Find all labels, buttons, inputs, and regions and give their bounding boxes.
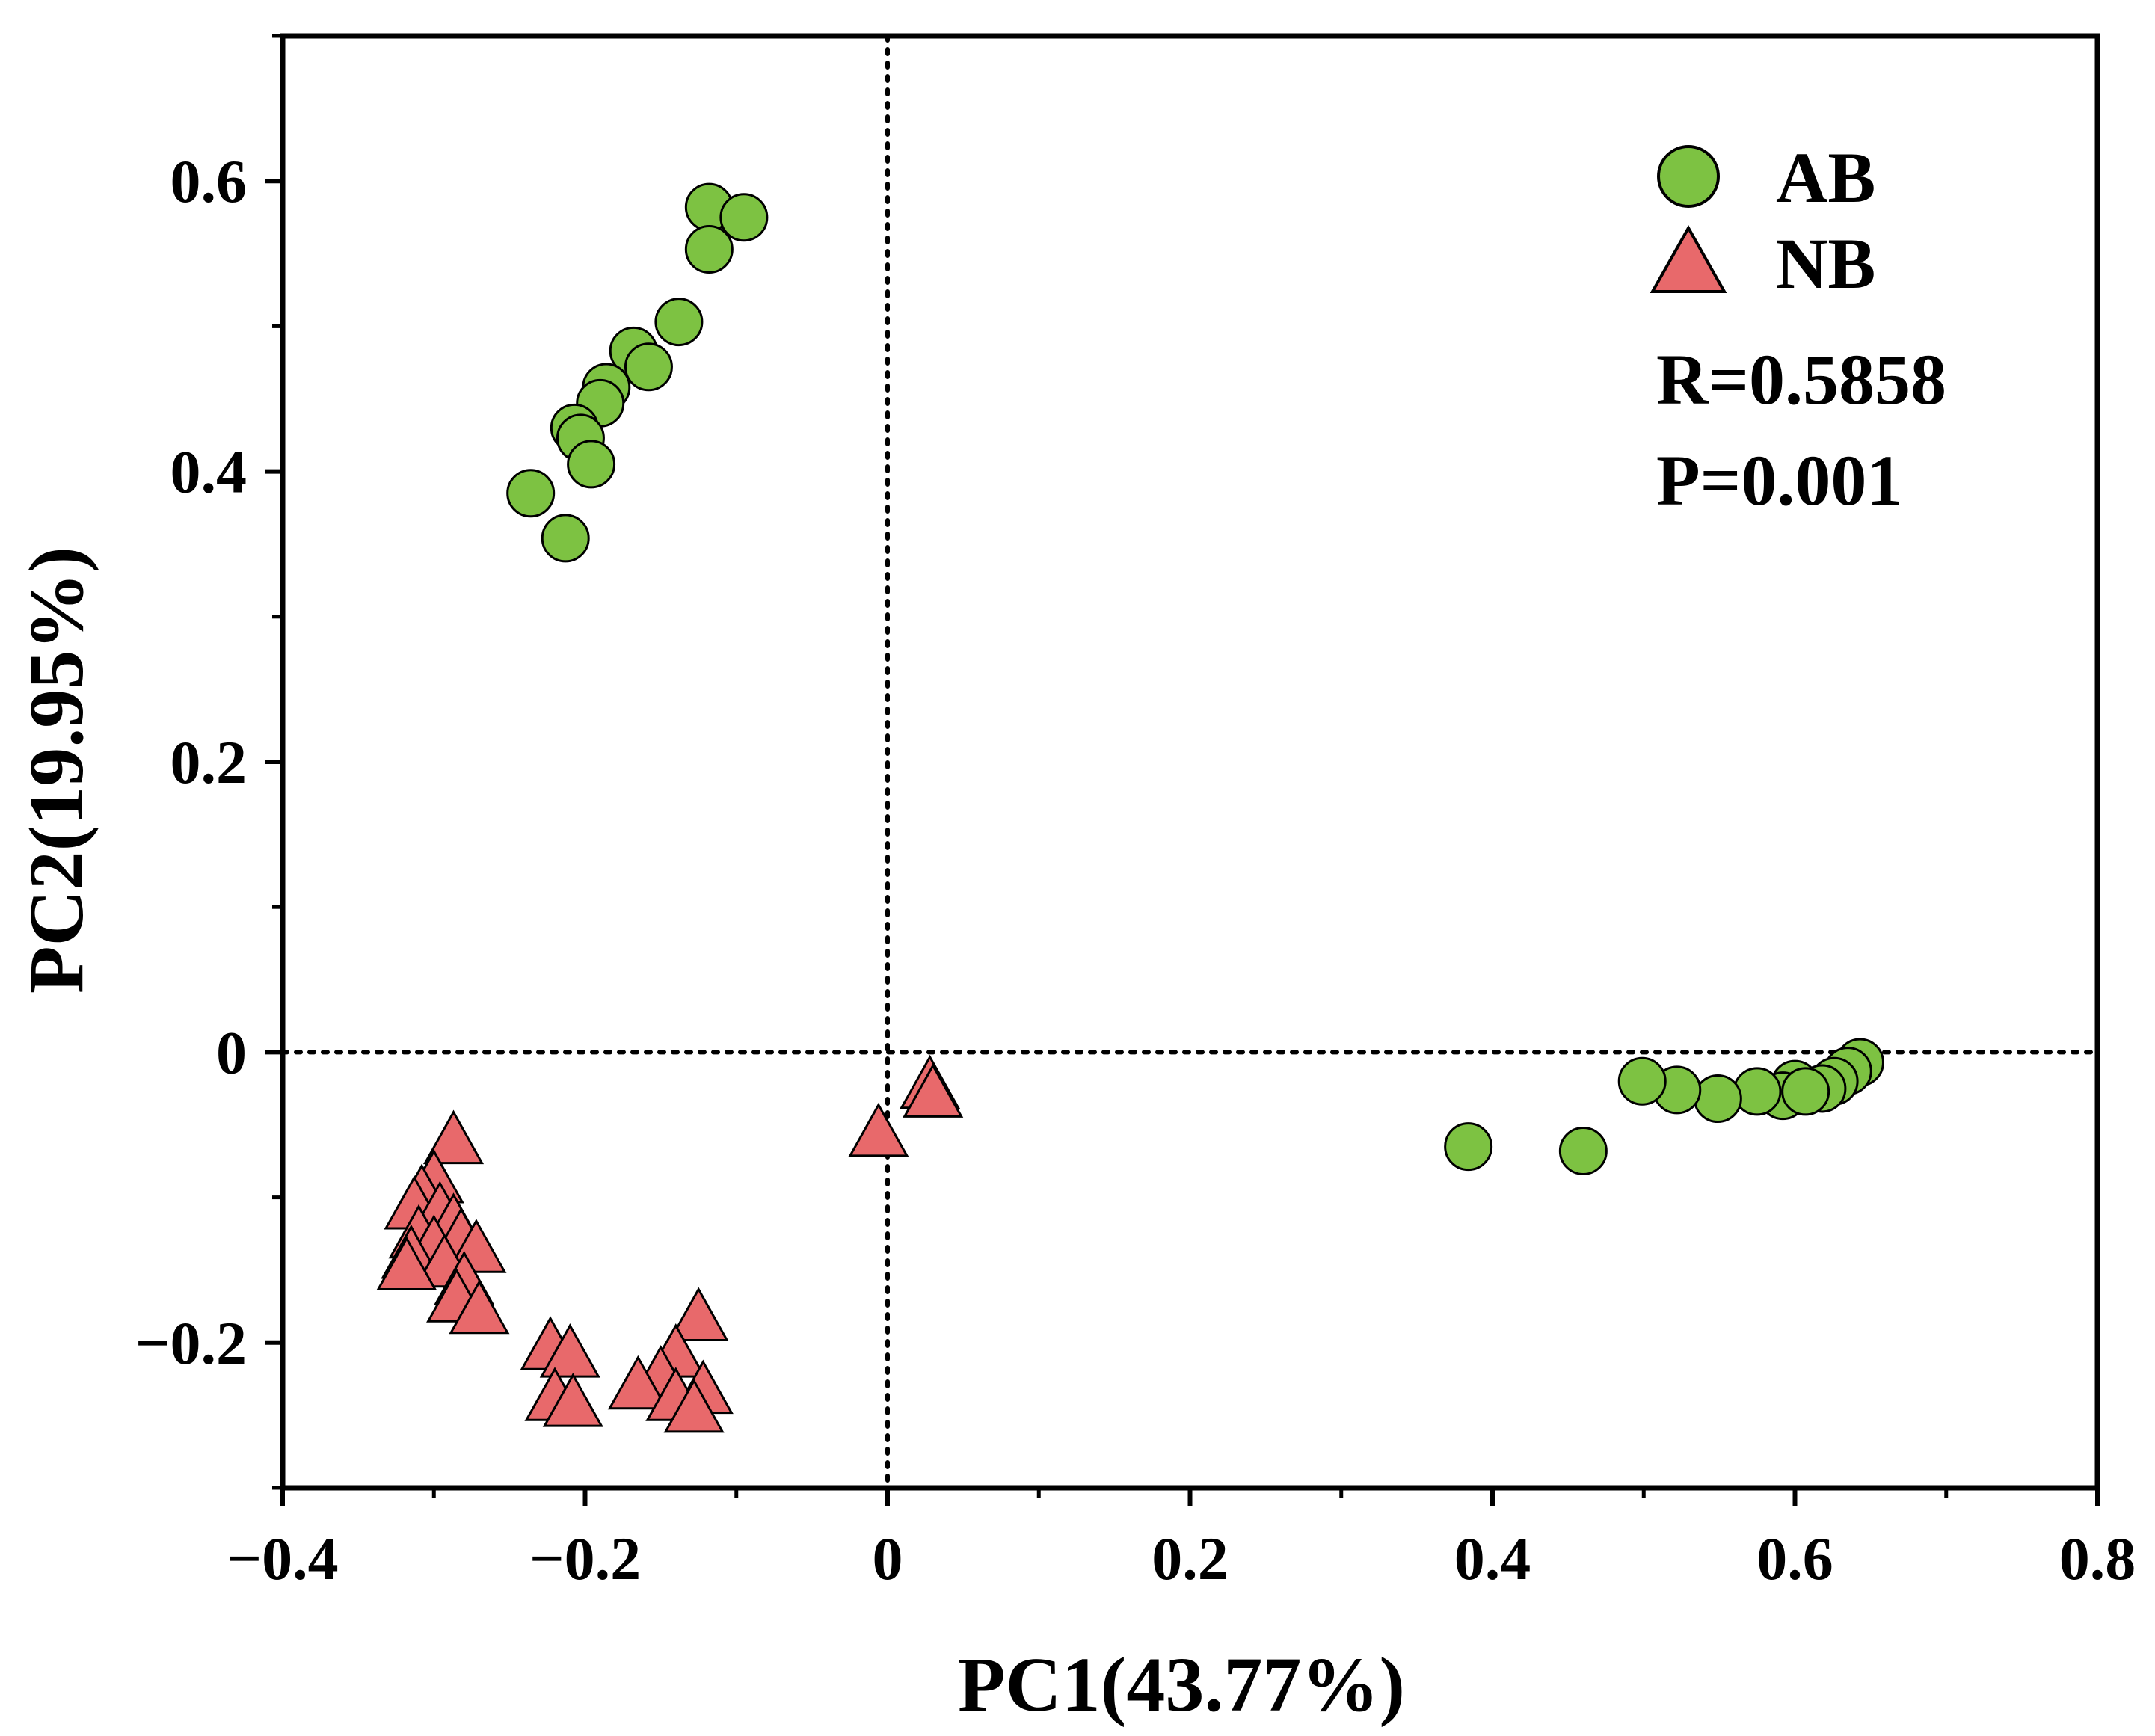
reference-lines [280,34,2100,1490]
x-tick-label: 0.8 [2059,1524,2136,1592]
y-tick-label: 0 [216,1018,247,1086]
y-tick-label: 0.2 [170,728,248,796]
x-tick-label: 0 [873,1524,903,1592]
nb-point [663,1378,725,1433]
nb-point [668,1287,729,1341]
y-tick-label: 0.4 [170,438,248,506]
nb-point [376,1236,437,1290]
legend: AB NB R=0.5858 P=0.001 [1650,138,1946,520]
y-tick-label: −0.2 [135,1309,247,1377]
y-axis: −0.2 0 0.2 0.4 0.6 [135,34,283,1490]
legend-ab-marker [1657,145,1720,208]
annotation-p-value: P=0.001 [1656,440,1902,520]
x-tick-label: 0.2 [1152,1524,1229,1592]
x-axis-title: PC1(43.77%) [958,1642,1405,1728]
ab-point [1444,1122,1493,1172]
ab-point [654,298,704,347]
y-axis-title: PC2(19.95%) [13,547,99,994]
x-tick-label: −0.2 [529,1524,641,1592]
data-points [376,182,1884,1433]
ab-point [1617,1056,1667,1106]
ab-point [541,514,590,563]
ab-point [1558,1126,1608,1175]
ab-point [684,224,734,274]
ab-point [1781,1067,1830,1116]
x-tick-label: −0.4 [227,1524,338,1592]
ab-point [1693,1074,1742,1124]
nb-point [539,1323,600,1378]
nb-point [903,1063,964,1118]
y-tick-label: 0.6 [170,147,248,215]
legend-nb-label: NB [1776,224,1875,304]
legend-nb-marker [1650,224,1727,293]
nb-point [542,1373,603,1427]
nb-point [607,1355,668,1410]
legend-ab-label: AB [1776,138,1875,218]
x-tick-label: 0.4 [1454,1524,1531,1592]
nb-point [422,1109,485,1165]
nb-point [848,1102,909,1157]
annotation-r-value: R=0.5858 [1656,339,1946,419]
ab-point [719,193,769,242]
x-axis: −0.4 −0.2 0 0.2 0.4 0.6 0.8 [227,1488,2136,1592]
nb-point [449,1279,510,1335]
ab-point [506,469,556,518]
x-tick-label: 0.6 [1756,1524,1833,1592]
ab-point [624,342,673,392]
ab-point [567,440,616,489]
